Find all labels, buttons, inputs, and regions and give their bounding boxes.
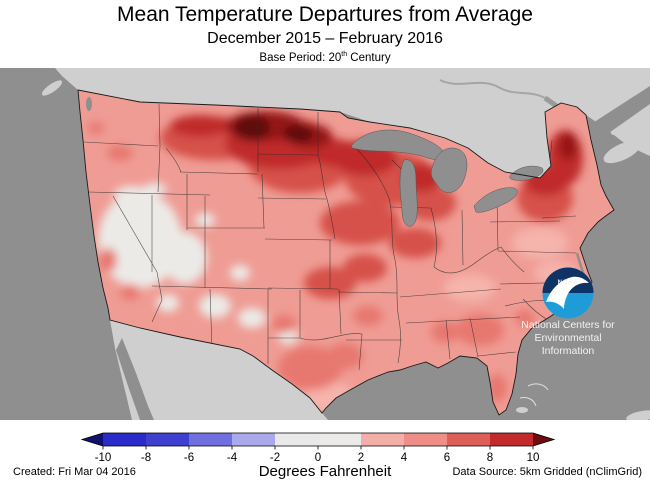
colorbar-segment [189, 433, 232, 446]
colorbar-ticks [102, 446, 534, 450]
anomaly-blob [444, 274, 496, 302]
anomaly-blob [99, 248, 117, 272]
prince-edward-island [611, 128, 625, 136]
colorbar-tick-label: 2 [358, 452, 364, 464]
canada-landmass [55, 68, 650, 178]
colorbar-tick-label: 0 [315, 452, 321, 464]
anomaly-blob [343, 254, 387, 282]
units-label: Degrees Fahrenheit [258, 463, 392, 480]
canada-river [439, 79, 546, 99]
great-lakes [351, 129, 544, 227]
page-subtitle: December 2015 – February 2016 [207, 30, 443, 47]
anomaly-blob [278, 346, 342, 390]
anomaly-blob [320, 201, 400, 245]
st-lawrence-gulf [585, 86, 650, 142]
bahamas-islands [519, 383, 549, 407]
mexico-landmass [110, 320, 328, 420]
colorbar-svg: -10 -8 -6 -4 -2 0 2 4 6 8 10 [80, 432, 556, 464]
colorbar-tick-label: -2 [270, 452, 280, 464]
colorbar-segment [103, 433, 146, 446]
colorbar-arrow-right [533, 433, 554, 446]
anomaly-blob [114, 186, 150, 204]
anomaly-blob [515, 310, 535, 326]
anomaly-blob [327, 343, 363, 369]
colorbar-tick-label: 6 [444, 452, 450, 464]
noaa-org-line-3: Information [542, 345, 595, 357]
noaa-acronym: NOAA [558, 280, 579, 286]
base-period-superscript: th [341, 51, 348, 58]
anomaly-blob [157, 294, 179, 312]
noaa-logo: NOAA National Centers for Environmental … [521, 267, 615, 357]
anomaly-blob [283, 125, 313, 143]
lake-michigan [399, 159, 418, 227]
colorbar-tick-label: -10 [95, 452, 112, 464]
base-period-label: Base Period: 20th Century [0, 51, 650, 64]
data-source-label: Data Source: 5km Gridded (nClimGrid) [452, 466, 642, 478]
base-period-suffix: Century [347, 51, 391, 64]
colorbar-segment [146, 433, 189, 446]
anomaly-blob [199, 294, 231, 318]
nova-scotia [603, 140, 641, 164]
colorbar-tick-label: 10 [527, 452, 540, 464]
colorbar-legend: -10 -8 -6 -4 -2 0 2 4 6 8 10 [0, 431, 650, 465]
colorbar-tick-label: -8 [141, 452, 151, 464]
anomaly-blob [431, 321, 459, 343]
anomaly-blob [272, 315, 296, 333]
colorbar-segment [318, 433, 361, 446]
anomaly-blob [170, 115, 230, 137]
page-title: Mean Temperature Departures from Average [117, 3, 533, 26]
anomaly-blob [234, 115, 270, 141]
noaa-seagull-icon [546, 276, 589, 309]
colorbar-tick-label: -4 [227, 452, 238, 464]
map-canvas: NOAA National Centers for Environmental … [0, 68, 650, 420]
lake-erie [473, 187, 518, 213]
vancouver-island [41, 80, 63, 96]
created-date-label: Created: Fri Mar 04 2016 [13, 466, 136, 478]
colorbar-tick-label: 8 [487, 452, 493, 464]
anomaly-blob [120, 284, 140, 300]
bahama-island [516, 407, 528, 413]
anomaly-blob [143, 183, 167, 195]
anomaly-blob [456, 314, 504, 346]
noaa-org-line-2: Environmental [534, 332, 601, 344]
puget-sound [86, 97, 92, 111]
base-period-prefix: Base Period: 20 [259, 51, 342, 64]
anomaly-blob [238, 308, 266, 328]
anomaly-blob [107, 145, 133, 161]
anomaly-blob [98, 192, 182, 288]
colorbar-segment [404, 433, 447, 446]
anomaly-blob [163, 232, 207, 284]
colorbar-tick-label: -6 [184, 452, 194, 464]
us-temperature-map: NOAA National Centers for Environmental … [0, 68, 650, 420]
anomaly-blob [512, 227, 568, 259]
colorbar-segment [361, 433, 404, 446]
anomaly-blob [230, 265, 250, 281]
colorbar-segment [490, 433, 533, 446]
gulf-of-california [116, 338, 154, 420]
colorbar-segment [275, 433, 318, 446]
lake-huron [431, 147, 468, 193]
anomaly-blob [353, 306, 383, 326]
noaa-org-line-1: National Centers for [521, 319, 615, 331]
anomaly-blob [310, 139, 360, 167]
colorbar-arrow-left [82, 433, 103, 446]
colorbar-segment [447, 433, 490, 446]
anomaly-blob [389, 228, 441, 258]
colorbar-segment [232, 433, 275, 446]
anomaly-blob [559, 132, 577, 160]
anomaly-blob [88, 122, 104, 134]
colorbar-tick-label: 4 [401, 452, 408, 464]
